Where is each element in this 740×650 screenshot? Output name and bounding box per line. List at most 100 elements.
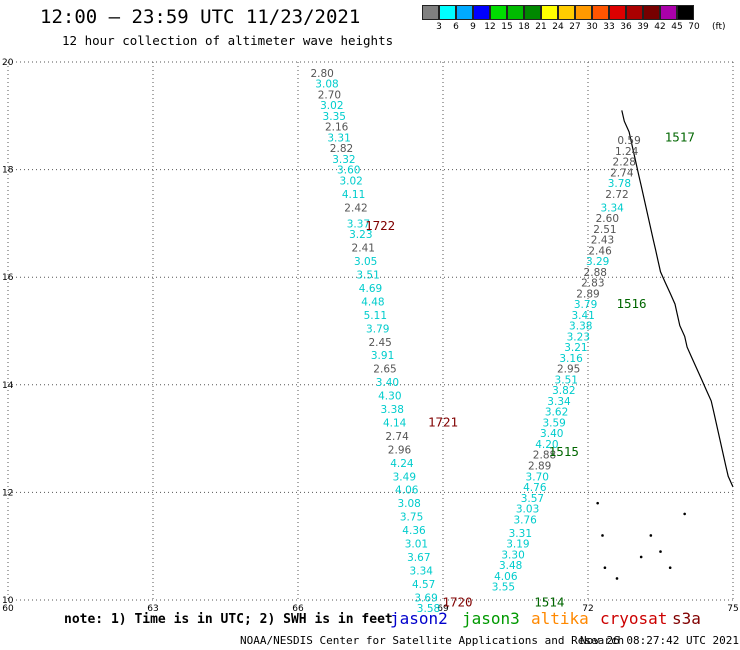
color-scale-swatch (541, 5, 558, 20)
wave-height-point: 3.48 (499, 560, 522, 572)
wave-height-point: 1.24 (615, 146, 639, 158)
island (683, 512, 686, 516)
legend-note: note: 1) Time is in UTC; 2) SWH is in fe… (64, 612, 393, 627)
wave-height-point: 2.43 (591, 235, 614, 247)
wave-height-point: 3.59 (542, 417, 565, 429)
wave-height-point: 3.08 (397, 498, 420, 510)
color-scale-swatch (592, 5, 609, 20)
wave-height-point: 3.23 (349, 229, 372, 241)
x-tick-label: 75 (727, 604, 738, 614)
wave-height-point: 3.57 (521, 493, 544, 505)
wave-height-point: 4.11 (342, 189, 365, 201)
island (659, 550, 662, 553)
wave-height-point: 3.78 (608, 178, 631, 190)
wave-height-point: 0.59 (617, 135, 640, 147)
wave-height-point: 3.05 (354, 256, 377, 268)
wave-height-point: 2.88 (584, 267, 607, 279)
wave-height-point: 3.51 (555, 374, 578, 386)
color-scale-label: 6 (453, 22, 459, 32)
x-tick-label: 72 (582, 604, 593, 614)
wave-height-point: 2.83 (581, 278, 604, 290)
wave-height-point: 4.57 (412, 579, 435, 591)
wave-height-point: 4.06 (395, 485, 419, 497)
wave-height-point: 2.42 (344, 202, 367, 214)
island (649, 534, 653, 537)
pass-time-label: 1516 (616, 296, 646, 311)
coastline (621, 110, 734, 488)
wave-height-point: 3.79 (574, 299, 597, 311)
color-scale-swatch (643, 5, 660, 20)
color-scale-swatch (575, 5, 592, 20)
color-scale-swatch (524, 5, 541, 20)
pass-time-label: 1720 (442, 595, 472, 610)
wave-height-point: 4.24 (390, 458, 414, 470)
wave-height-point: 3.08 (315, 79, 338, 91)
x-tick-label: 66 (292, 604, 304, 614)
wave-height-point: 3.60 (337, 165, 360, 177)
page-title: 12:00 – 23:59 UTC 11/23/2021 (40, 6, 361, 28)
color-scale-label: 36 (620, 22, 632, 32)
wave-height-point: 3.30 (501, 549, 524, 561)
wave-height-point: 3.58 (417, 603, 440, 615)
wave-height-point: 3.34 (410, 565, 434, 577)
island (615, 577, 619, 580)
wave-height-point: 2.89 (528, 461, 551, 473)
wave-height-point: 3.32 (332, 154, 355, 166)
y-tick-label: 18 (2, 166, 14, 176)
color-scale-label: 30 (586, 22, 598, 32)
wave-height-point: 4.36 (402, 525, 426, 537)
color-scale-swatch (507, 5, 524, 20)
color-scale-swatch (660, 5, 677, 20)
wave-height-point: 3.62 (545, 407, 568, 419)
wave-height-point: 3.91 (371, 350, 394, 362)
y-tick-label: 20 (2, 58, 14, 68)
color-scale-unit: (ft) (712, 22, 726, 32)
wave-height-point: 2.16 (325, 122, 349, 134)
wave-height-point: 3.31 (327, 132, 350, 144)
x-tick-label: 63 (147, 604, 158, 614)
color-scale-swatch (626, 5, 643, 20)
wave-height-point: 3.03 (516, 504, 539, 516)
color-scale-swatch (422, 5, 439, 20)
color-scale-label: 42 (654, 22, 666, 32)
color-scale-label: 12 (484, 22, 496, 32)
pass-time-label: 1517 (665, 129, 695, 144)
satellite-legend-item: jason3 (462, 609, 520, 628)
wave-height-point: 2.41 (352, 243, 375, 255)
wave-height-point: 3.70 (526, 471, 549, 483)
color-scale-label: 9 (470, 22, 476, 32)
color-scale-label: 21 (535, 22, 547, 32)
color-scale-swatch (439, 5, 456, 20)
color-scale-label: 15 (501, 22, 513, 32)
satellite-legend-item: s3a (672, 609, 701, 628)
wave-height-point: 3.51 (356, 270, 379, 282)
color-scale-label: 45 (671, 22, 683, 32)
y-tick-label: 12 (2, 488, 13, 498)
y-tick-label: 14 (2, 381, 14, 391)
x-tick-label: 60 (2, 604, 14, 614)
wave-height-point: 3.55 (492, 582, 515, 594)
wave-height-point: 4.14 (383, 417, 407, 429)
wave-height-point: 3.02 (339, 175, 362, 187)
satellite-legend-item: altika (531, 609, 589, 628)
wave-height-point: 2.51 (593, 224, 616, 236)
color-scale-label: 27 (569, 22, 581, 32)
wave-height-point: 3.69 (414, 592, 437, 604)
wave-height-point: 3.41 (571, 310, 594, 322)
pass-time-label: 1514 (534, 595, 564, 610)
wave-height-point: 2.89 (576, 288, 599, 300)
y-tick-label: 16 (2, 273, 14, 283)
wave-height-point: 2.65 (373, 364, 396, 376)
island (596, 501, 599, 505)
wave-height-point: 2.45 (368, 337, 391, 349)
color-scale-label: 24 (552, 22, 564, 32)
wave-height-point: 2.96 (388, 444, 412, 456)
wave-height-point: 3.34 (600, 202, 624, 214)
wave-height-point: 2.74 (385, 431, 409, 443)
wave-height-point: 3.40 (540, 428, 563, 440)
wave-height-point: 3.31 (509, 528, 532, 540)
color-scale-label: 18 (518, 22, 530, 32)
wave-height-point: 3.38 (381, 404, 404, 416)
wave-height-point: 3.37 (347, 218, 370, 230)
